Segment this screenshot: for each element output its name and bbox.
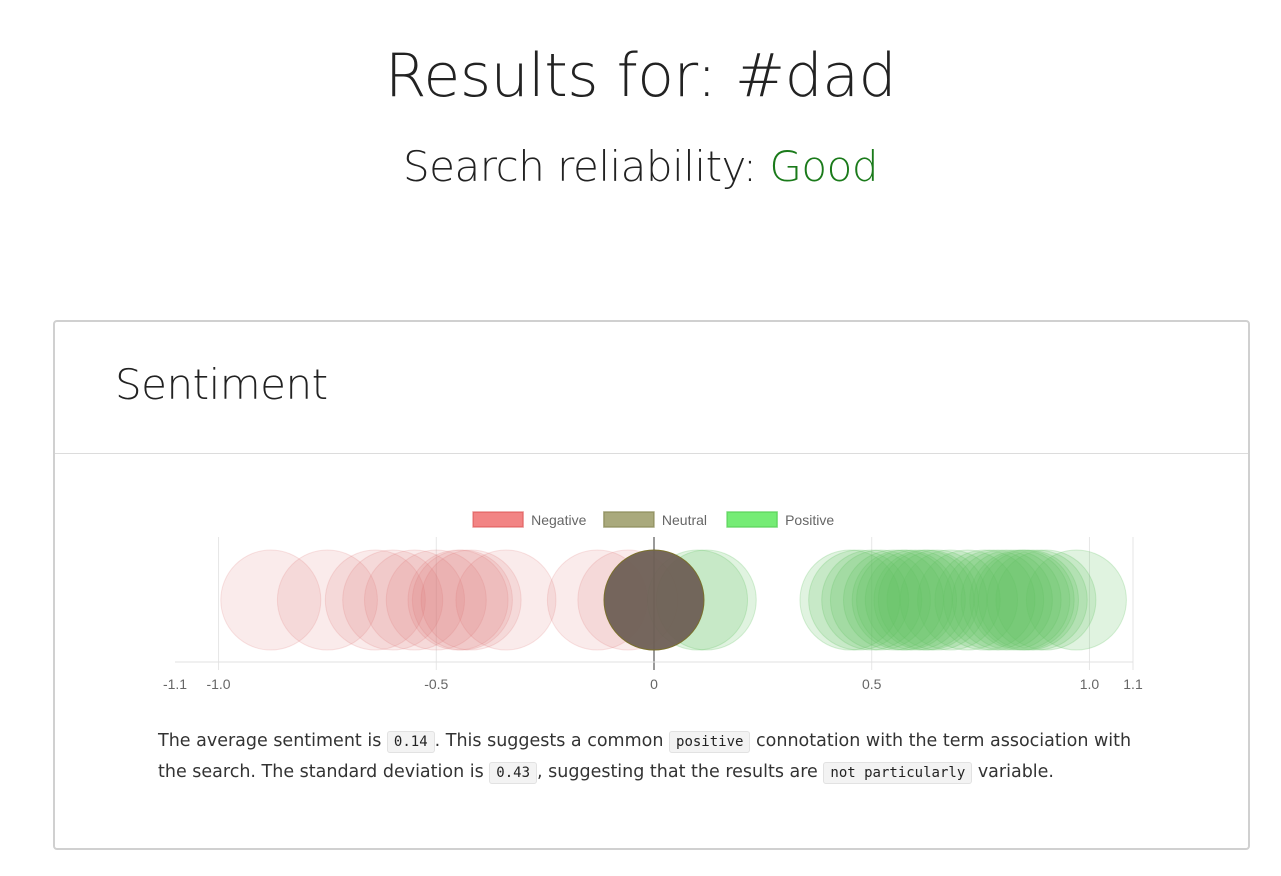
positive-point — [873, 549, 975, 651]
sentiment-card: Sentiment -1.1 -1.0 -0.5 0 0.5 1.0 1.1 Negative… — [53, 320, 1250, 850]
sentiment-summary: The average sentiment is 0.14. This sugg… — [158, 726, 1158, 788]
summary-text-1: The average sentiment is — [158, 731, 382, 751]
x-tick-label: 1.1 — [1123, 676, 1143, 692]
std-deviation-value: 0.43 — [489, 762, 538, 784]
negative-point — [324, 549, 426, 651]
legend-label-neutral: Neutral — [662, 512, 707, 528]
positive-point — [960, 549, 1062, 651]
sentiment-chart: -1.1 -1.0 -0.5 0 0.5 1.0 1.1 Negative Neutral Pos… — [163, 511, 1143, 692]
negative-point — [411, 549, 513, 651]
negative-point — [220, 549, 322, 651]
reliability-status: Good — [769, 142, 878, 191]
summary-text-4: , suggesting that the results are — [537, 762, 818, 782]
negative-point — [276, 549, 378, 651]
summary-text-3: connotation with the term association wi… — [158, 731, 1132, 782]
variability-value: not particularly — [823, 762, 973, 784]
negative-point — [364, 549, 465, 651]
card-title: Sentiment — [115, 360, 328, 409]
positive-point — [864, 549, 966, 651]
positive-point — [829, 549, 931, 651]
legend-swatch-negative — [472, 511, 524, 528]
x-tick-label: 0 — [650, 676, 658, 692]
legend-swatch-neutral — [603, 511, 655, 528]
positive-point — [899, 549, 1001, 651]
positive-point — [886, 549, 988, 651]
page-title: Results for: #dad — [384, 41, 897, 111]
positive-point — [917, 549, 1019, 651]
card-header: Sentiment — [55, 322, 1248, 454]
negative-point — [407, 549, 509, 651]
reliability-label: Search reliability: — [403, 142, 757, 191]
positive-point — [977, 549, 1079, 651]
legend-label-positive: Positive — [785, 512, 834, 528]
search-reliability: Search reliability: Good — [0, 142, 1281, 192]
positive-point — [856, 549, 958, 651]
positive-point — [995, 549, 1097, 651]
positive-point — [851, 549, 953, 651]
x-tick-label: -0.5 — [424, 676, 448, 692]
x-tick-label: -1.0 — [206, 676, 230, 692]
x-tick-label: 1.0 — [1080, 676, 1100, 692]
positive-point — [934, 549, 1036, 651]
x-tick-label: 0.5 — [862, 676, 882, 692]
positive-point — [951, 549, 1053, 651]
average-sentiment-value: 0.14 — [386, 731, 435, 753]
negative-point — [455, 549, 557, 651]
summary-text-2: . This suggests a common — [434, 731, 664, 751]
positive-point — [821, 549, 923, 651]
legend-label-negative: Negative — [531, 512, 586, 528]
negative-point — [420, 549, 522, 651]
positive-point — [969, 549, 1071, 651]
negative-point — [342, 549, 444, 651]
positive-point — [808, 549, 910, 651]
positive-point — [973, 549, 1075, 651]
neutral-point — [603, 549, 705, 651]
positive-point — [1025, 549, 1127, 651]
connotation-value: positive — [669, 731, 751, 753]
summary-text-5: variable. — [977, 762, 1054, 782]
positive-point — [843, 549, 944, 651]
negative-point — [385, 549, 487, 651]
x-tick-label: -1.1 — [163, 676, 187, 692]
legend-swatch-positive — [726, 511, 778, 528]
positive-point — [799, 549, 901, 651]
positive-point — [986, 549, 1088, 651]
positive-point — [943, 549, 1045, 651]
positive-point — [877, 549, 979, 651]
